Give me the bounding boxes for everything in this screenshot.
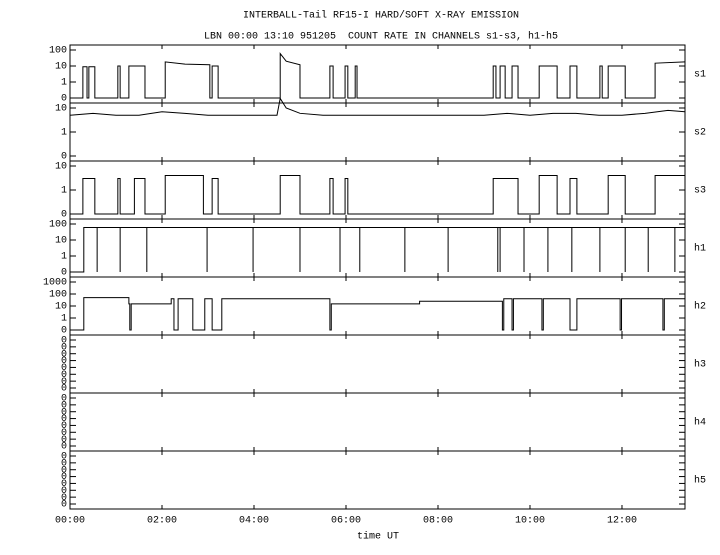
series-name: h1 [694, 243, 706, 255]
y-tick-label: 0 [61, 342, 67, 353]
y-tick-label: 1 [61, 186, 67, 197]
y-tick-label: 0 [61, 472, 67, 483]
x-tick-label: 10:00 [515, 516, 545, 527]
y-tick-label: 100 [49, 290, 67, 301]
y-tick-label: 1 [61, 314, 67, 325]
x-tick-label: 08:00 [423, 516, 453, 527]
y-tick-label: 10 [55, 162, 67, 173]
panel-frame [69, 44, 686, 104]
panel-frame [69, 450, 686, 510]
x-tick-label: 04:00 [239, 516, 269, 527]
series-name: h5 [694, 475, 706, 487]
x-axis-label: time UT [357, 531, 399, 543]
y-tick-label: 1000 [43, 278, 67, 289]
y-tick-label: 0 [61, 326, 67, 337]
y-tick-label: 0 [61, 349, 67, 360]
y-tick-label: 100 [49, 220, 67, 231]
y-tick-label: 10 [55, 302, 67, 313]
y-tick-label: 0 [61, 465, 67, 476]
y-tick-label: 0 [61, 210, 67, 221]
chart-title: INTERBALL-Tail RF15-I HARD/SOFT X-RAY EM… [243, 10, 519, 22]
y-tick-label: 0 [61, 370, 67, 381]
panel-frame [69, 392, 686, 452]
series-name: s1 [694, 70, 706, 81]
panel-frame [69, 276, 686, 336]
y-tick-label: 0 [61, 428, 67, 439]
y-tick-label: 0 [61, 363, 67, 374]
chart-subtitle: LBN 00:00 13:10 951205 COUNT RATE IN CHA… [204, 31, 558, 43]
panel-frame [69, 160, 686, 220]
y-tick-label: 0 [61, 384, 67, 395]
series-name: s2 [694, 128, 706, 139]
data-line [70, 227, 685, 273]
y-tick-label: 0 [61, 268, 67, 279]
data-line [70, 52, 686, 99]
y-tick-label: 10 [55, 236, 67, 247]
y-tick-label: 0 [61, 152, 67, 163]
data-line [69, 97, 686, 116]
y-tick-label: 0 [61, 442, 67, 453]
y-tick-label: 0 [61, 94, 67, 105]
y-tick-label: 0 [61, 336, 67, 347]
y-tick-label: 0 [61, 414, 67, 425]
y-tick-label: 0 [61, 452, 67, 463]
series-name: s3 [694, 186, 706, 197]
data-line [70, 175, 685, 215]
y-tick-label: 1 [61, 128, 67, 139]
series-name: h3 [694, 359, 706, 371]
x-tick-label: 02:00 [147, 516, 177, 527]
y-tick-label: 0 [61, 458, 67, 469]
y-tick-label: 0 [61, 377, 67, 388]
y-tick-label: 10 [55, 104, 67, 115]
x-tick-label: 12:00 [607, 516, 637, 527]
y-tick-label: 100 [49, 46, 67, 57]
data-line [70, 297, 685, 331]
y-tick-label: 0 [61, 356, 67, 367]
y-tick-label: 0 [61, 493, 67, 504]
y-tick-label: 0 [61, 421, 67, 432]
y-tick-label: 0 [61, 394, 67, 405]
x-tick-label: 06:00 [331, 516, 361, 527]
y-tick-label: 0 [61, 400, 67, 411]
y-tick-label: 10 [55, 62, 67, 73]
y-tick-label: 0 [61, 407, 67, 418]
panel-frame [69, 334, 686, 394]
y-tick-label: 1 [61, 252, 67, 263]
y-tick-label: 0 [61, 479, 67, 490]
y-tick-label: 0 [61, 435, 67, 446]
series-name: h2 [694, 301, 706, 313]
x-tick-label: 00:00 [55, 516, 85, 527]
y-tick-label: 1 [61, 78, 67, 89]
y-tick-label: 0 [61, 500, 67, 511]
y-tick-label: 0 [61, 486, 67, 497]
series-name: h4 [694, 417, 706, 429]
